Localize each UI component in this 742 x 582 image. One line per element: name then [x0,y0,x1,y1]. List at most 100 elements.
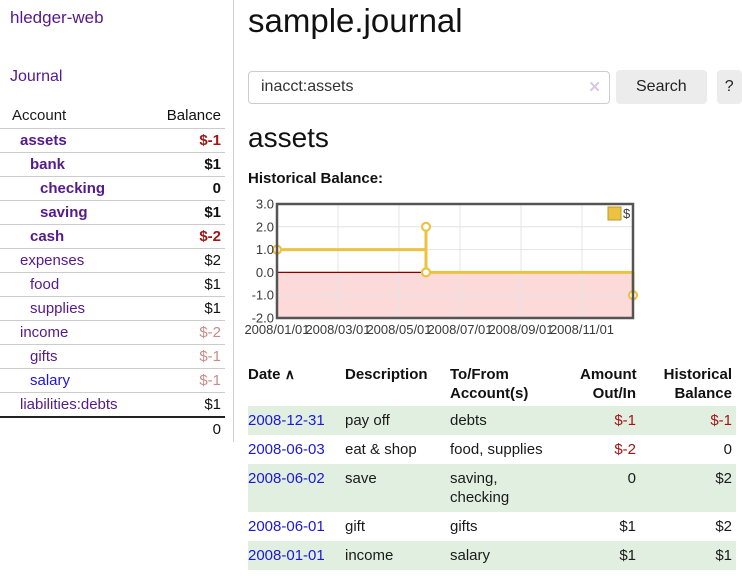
account-row-income: income $-2 [0,320,225,344]
transaction-accounts: debts [450,406,580,435]
transaction-accounts: food, supplies [450,441,543,458]
x-tick-label: 2008/07/01 [427,322,492,337]
transaction-row[interactable]: 2008-06-01 gift gifts $1 $2 [248,512,736,541]
account-row-salary: salary $-1 [0,368,225,392]
column-header-accounts: To/From Account(s) [450,366,529,402]
account-row-supplies: supplies $1 [0,296,225,320]
legend-swatch-icon [607,206,622,221]
accounts-header-account: Account [12,106,67,124]
transaction-amount: $1 [580,541,640,570]
transaction-row[interactable]: 2008-12-31 pay off debts $-1 $-1 [248,406,736,435]
x-tick-label: 2008/09/01 [488,322,553,337]
accounts-header-balance: Balance [166,106,221,124]
account-link[interactable]: gifts [30,348,58,365]
data-point-marker [420,221,432,232]
transaction-amount: $-2 [614,441,636,458]
transaction-row[interactable]: 2008-06-02 save saving, checking 0 $2 [248,464,736,512]
chart-legend: $ [607,206,631,221]
x-tick-label: 2008/11/01 [550,322,614,337]
account-row-saving: saving $1 [0,200,225,224]
account-row-gifts: gifts $-1 [0,344,225,368]
column-header-date[interactable]: Date ∧ [248,366,295,383]
account-link[interactable]: bank [30,156,66,173]
account-balance: $2 [204,252,221,269]
accounts-total-value: 0 [212,420,221,438]
y-tick-label: 2.0 [256,219,274,234]
transaction-date-link[interactable]: 2008-06-03 [248,441,325,458]
sidebar-item-journal[interactable]: Journal [10,68,63,85]
transaction-description: pay off [345,406,450,435]
transaction-balance: 0 [723,441,732,458]
account-link[interactable]: expenses [20,252,85,269]
page-title: sample.journal [248,2,463,39]
data-point-markers [271,221,639,301]
account-heading: assets [248,122,329,153]
plot-border [275,202,635,320]
transaction-amount: $-1 [580,406,640,435]
transaction-row[interactable]: 2008-01-01 income salary $1 $1 [248,541,736,570]
transaction-date-link[interactable]: 2008-06-01 [248,518,325,535]
main-content: sample.journal ✕ Search ? assets Histori… [244,0,742,582]
y-tick-label: -2.0 [252,311,274,326]
app-brand-link[interactable]: hledger-web [10,8,104,27]
y-tick-label: 3.0 [256,197,274,212]
transaction-balance: $2 [640,464,736,512]
accounts-total-row: 0 [0,416,225,440]
account-link[interactable]: saving [40,204,88,221]
transaction-description: eat & shop [345,441,417,458]
column-header-balance: Historical Balance [663,366,732,402]
transaction-accounts: saving, checking [450,464,580,512]
account-balance: $1 [204,204,221,221]
y-axis-labels: 3.0 2.0 1.0 0.0 -1.0 -2.0 [252,197,274,326]
account-balance: 0 [212,180,221,197]
x-tick-label: 2008/01/01 [244,322,309,337]
account-link[interactable]: supplies [30,300,86,317]
search-button[interactable]: Search [616,70,707,104]
account-balance: $-1 [199,348,221,365]
account-balance: $1 [204,300,221,317]
y-tick-label: 1.0 [256,242,274,257]
transaction-row[interactable]: 2008-06-03 eat & shop food, supplies $-2… [248,435,736,464]
transaction-balance: $2 [715,518,732,535]
search-form: ✕ Search ? [248,70,742,104]
transaction-date-link[interactable]: 2008-01-01 [248,547,325,564]
transaction-balance: $1 [640,541,736,570]
search-input[interactable] [248,70,610,104]
transaction-amount: $1 [619,518,636,535]
transaction-balance: $-1 [640,406,736,435]
account-link[interactable]: checking [40,180,106,197]
account-link[interactable]: liabilities:debts [20,396,118,413]
transaction-date-link[interactable]: 2008-06-02 [248,470,325,487]
transaction-accounts: salary [450,541,580,570]
register-header-row: Date ∧ Description To/From Account(s) Amo… [248,364,736,406]
account-balance: $1 [204,276,221,293]
sidebar: hledger-web Journal Account Balance asse… [0,0,234,442]
y-tick-label: -1.0 [252,288,274,303]
transaction-description: income [345,541,450,570]
x-axis-labels: 2008/01/01 2008/03/01 2008/05/01 2008/07… [244,322,614,337]
sort-ascending-icon: ∧ [284,366,295,382]
account-balance: $-1 [199,372,221,389]
account-row-bank: bank $1 [0,152,225,176]
account-link[interactable]: cash [30,228,65,245]
transaction-description: gift [345,518,366,535]
x-tick-label: 2008/03/01 [305,322,370,337]
account-link[interactable]: salary [30,372,71,389]
transaction-date-link[interactable]: 2008-12-31 [248,412,325,429]
account-link[interactable]: food [30,276,60,293]
transaction-amount: 0 [580,464,640,512]
column-header-amount: Amount Out/In [580,366,637,402]
account-link[interactable]: income [20,324,69,341]
clear-search-icon[interactable]: ✕ [588,78,601,96]
column-header-description: Description [345,366,428,383]
help-button[interactable]: ? [716,70,742,104]
account-link[interactable]: assets [20,132,67,149]
transaction-accounts: gifts [450,518,478,535]
balance-chart: $ 3.0 2.0 1.0 0.0 -1.0 -2.0 2008/01/01 2… [244,197,639,337]
account-row-food: food $1 [0,272,225,296]
legend-label: $ [623,206,631,221]
account-balance: $1 [204,156,221,173]
account-row-checking: checking 0 [0,176,225,200]
account-balance: $-2 [199,228,221,245]
account-balance: $1 [204,396,221,413]
